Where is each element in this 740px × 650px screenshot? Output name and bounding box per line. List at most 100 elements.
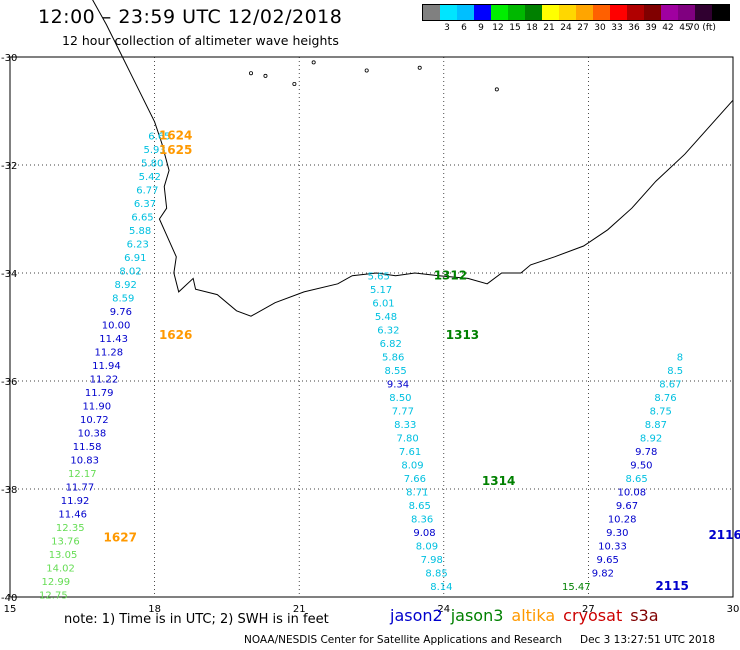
wave-height-value: 6.91 xyxy=(124,253,146,264)
lat-tick-label: -40 xyxy=(1,593,17,604)
legend-swatch xyxy=(593,5,610,20)
wave-height-value: 5.80 xyxy=(141,158,163,169)
wave-height-value: 8.92 xyxy=(115,280,137,291)
pass-time-label: 1625 xyxy=(159,143,192,157)
inland-water xyxy=(311,60,316,65)
lon-tick-label: 21 xyxy=(293,604,306,615)
wave-height-value: 7.61 xyxy=(399,447,421,458)
wave-height-value: 8.76 xyxy=(654,393,676,404)
wave-height-value: 12.99 xyxy=(41,577,70,588)
pass-time-label: 1624 xyxy=(159,128,192,142)
wave-height-value: 11.90 xyxy=(82,401,111,412)
legend-swatch xyxy=(576,5,593,20)
wave-height-value: 7.77 xyxy=(392,407,414,418)
wave-height-value: 11.77 xyxy=(66,482,95,493)
wave-height-value: 6.82 xyxy=(380,339,402,350)
legend-label: 24 xyxy=(560,23,572,33)
wave-height-value: 8.87 xyxy=(645,420,667,431)
wave-height-value: 8.09 xyxy=(401,461,423,472)
legend-label: 33 xyxy=(611,23,623,33)
satellite-legend: jason2 jason3 altika cryosat s3a xyxy=(390,606,667,625)
wave-height-value: 5.93 xyxy=(143,145,165,156)
wave-height-value: 11.58 xyxy=(73,442,102,453)
pass-time-label: 2116 xyxy=(708,528,740,542)
map-frame xyxy=(9,56,734,598)
satellite-jason2: jason2 xyxy=(390,606,443,625)
lat-tick-label: -38 xyxy=(1,485,17,496)
wave-height-value: 7.66 xyxy=(404,474,426,485)
wave-height-value: 5.17 xyxy=(370,285,392,296)
lat-tick-label: -32 xyxy=(1,161,17,172)
axis-ticks: 15 18 21 24 27 30 -30 -32 -34 -36 -38 -40 xyxy=(1,53,739,615)
wave-height-value: 15.47 xyxy=(562,582,591,593)
footer-note: note: 1) Time is in UTC; 2) SWH is in fe… xyxy=(64,612,329,627)
inland-water xyxy=(364,68,369,73)
pass-time-label: 2115 xyxy=(655,579,688,593)
wave-height-value: 12.17 xyxy=(68,469,97,480)
wave-height-value: 11.28 xyxy=(94,347,123,358)
wave-height-value: 10.08 xyxy=(617,488,646,499)
wave-height-value: 8.75 xyxy=(650,407,672,418)
legend-label: 36 xyxy=(628,23,640,33)
wave-height-value: 8.65 xyxy=(625,474,647,485)
legend-label: 18 xyxy=(526,23,538,33)
legend-label: 42 xyxy=(662,23,674,33)
legend-label: 9 xyxy=(478,23,484,33)
wave-height-value: 11.46 xyxy=(58,509,87,520)
pass-time-label: 1313 xyxy=(446,328,479,342)
legend-label: 3 xyxy=(444,23,450,33)
wave-height-value: 12.35 xyxy=(56,523,85,534)
wave-height-value: 9.08 xyxy=(413,528,435,539)
pass-time-label: 1314 xyxy=(482,474,515,488)
wave-height-value: 8.02 xyxy=(119,266,141,277)
coastline xyxy=(92,0,734,317)
legend-swatch xyxy=(644,5,661,20)
legend-label: 70 (ft) xyxy=(688,23,716,33)
footer-credit: NOAA/NESDIS Center for Satellite Applica… xyxy=(244,634,562,646)
legend-swatch xyxy=(559,5,576,20)
wave-height-value: 11.92 xyxy=(61,496,90,507)
wave-height-value: 7.98 xyxy=(421,555,443,566)
legend-swatch xyxy=(610,5,627,20)
legend-swatch xyxy=(678,5,695,20)
wave-height-value: 5.65 xyxy=(368,272,390,283)
wave-height-value: 10.72 xyxy=(80,415,109,426)
page-title: 12:00 – 23:59 UTC 12/02/2018 xyxy=(38,6,343,28)
legend-label: 45 xyxy=(679,23,691,33)
satellite-cryosat: cryosat xyxy=(563,606,623,625)
wave-height-value: 9.65 xyxy=(597,555,619,566)
wave-height-value: 10.00 xyxy=(102,320,131,331)
wave-height-value: 6.01 xyxy=(372,299,394,310)
wave-height-value: 11.43 xyxy=(99,334,128,345)
wave-height-value: 7.80 xyxy=(397,434,419,445)
footer-timestamp: Dec 3 13:27:51 UTC 2018 xyxy=(580,634,716,646)
wave-height-value: 6.65 xyxy=(131,212,153,223)
legend-swatch xyxy=(491,5,508,20)
wave-height-value: 8.09 xyxy=(416,542,438,553)
wave-height-value: 9.82 xyxy=(592,569,614,580)
wave-height-value: 5.48 xyxy=(375,312,397,323)
legend-swatch xyxy=(440,5,457,20)
wave-height-value: 10.33 xyxy=(598,542,627,553)
wave-height-value: 8.33 xyxy=(394,420,416,431)
wave-height-value: 6.65 xyxy=(148,131,170,142)
legend-swatch xyxy=(508,5,525,20)
legend-swatch xyxy=(661,5,678,20)
legend-labels: 3 6 9 12 15 18 21 24 27 30 33 36 39 42 45 70 (ft) xyxy=(422,21,730,35)
page-subtitle: 12 hour collection of altimeter wave hei… xyxy=(62,33,339,48)
wave-height-value: 11.79 xyxy=(85,388,114,399)
legend-swatch xyxy=(627,5,644,20)
pass-time-label: 1626 xyxy=(159,328,192,342)
lon-tick-label: 24 xyxy=(437,604,450,615)
wave-height-value: 8.5 xyxy=(667,366,683,377)
wave-height-value: 10.83 xyxy=(70,455,99,466)
wave-height-value: 8.71 xyxy=(406,488,428,499)
lat-tick-label: -36 xyxy=(1,377,17,388)
wave-height-value: 5.86 xyxy=(382,353,404,364)
legend-label: 30 xyxy=(594,23,606,33)
lon-tick-label: 15 xyxy=(4,604,17,615)
wave-height-value: 8.55 xyxy=(384,366,406,377)
wave-height-value: 8.50 xyxy=(389,393,411,404)
wave-height-value: 6.77 xyxy=(136,185,158,196)
wave-height-value: 9.78 xyxy=(635,447,657,458)
